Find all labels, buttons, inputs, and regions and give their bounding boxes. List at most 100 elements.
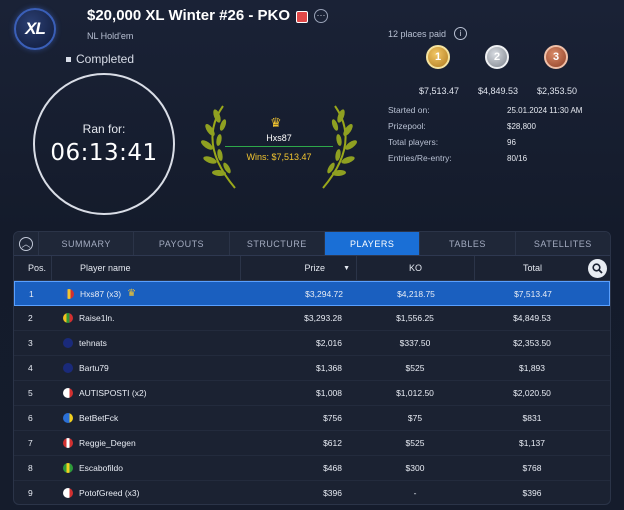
row-prize: $3,293.28 [304, 313, 342, 323]
tab-summary[interactable]: SUMMARY [38, 232, 133, 255]
row-ko: - [413, 488, 417, 498]
medal-amount-3: $2,353.50 [537, 86, 578, 96]
player-name: Raise1ln. [79, 313, 115, 323]
row-player[interactable]: BetBetFck [51, 413, 240, 423]
collapse-button[interactable]: ︿ [14, 232, 38, 255]
tab-satellites[interactable]: SATELLITES [514, 232, 610, 255]
row-pos: 1 [29, 288, 34, 299]
crown-icon: ♛ [127, 288, 137, 299]
country-flag-icon [63, 313, 73, 323]
row-pos: 2 [28, 313, 33, 323]
tab-payouts[interactable]: PAYOUTS [133, 232, 228, 255]
row-ko: $4,218.75 [397, 288, 435, 299]
table-row[interactable]: 5 AUTISPOSTI (x2) $1,008 $1,012.50 $2,020.50 [14, 381, 610, 406]
table-row[interactable]: 2 Raise1ln. $3,293.28 $1,556.25 $4,849.53 [14, 306, 610, 331]
row-prize: $612 [323, 438, 342, 448]
row-total: $2,353.50 [513, 338, 551, 348]
laurel-wreath-icon [201, 105, 357, 189]
row-ko: $1,556.25 [396, 313, 434, 323]
run-time-label: Ran for: [82, 122, 126, 136]
more-options-icon[interactable]: ··· [314, 8, 329, 23]
row-pos: 7 [28, 438, 33, 448]
tab-players[interactable]: PLAYERS [323, 232, 420, 255]
row-player[interactable]: Reggie_Degen [51, 438, 240, 448]
row-prize: $756 [323, 413, 342, 423]
player-name: BetBetFck [79, 413, 119, 423]
player-name: Escabofildo [79, 463, 123, 473]
table-row[interactable]: 6 BetBetFck $756 $75 $831 [14, 406, 610, 431]
row-player[interactable]: Raise1ln. [51, 313, 240, 323]
row-ko: $1,012.50 [396, 388, 434, 398]
row-ko: $337.50 [399, 338, 431, 348]
search-button[interactable] [588, 259, 607, 278]
row-total: $1,137 [519, 438, 545, 448]
header-prize[interactable]: Prize ▼ [240, 256, 356, 280]
country-flag-icon [63, 438, 73, 448]
row-player[interactable]: PotofGreed (x3) [51, 488, 240, 498]
winner-name: Hxs87 [266, 133, 292, 143]
xl-logo: XL [14, 8, 56, 50]
row-ko: $75 [407, 413, 423, 423]
row-player[interactable]: Hxs87 (x3) ♛ [52, 288, 241, 299]
silver-medal-icon: 2 [482, 45, 512, 69]
search-icon [592, 263, 603, 274]
table-row[interactable]: 4 Bartu79 $1,368 $525 $1,893 [14, 356, 610, 381]
row-total: $831 [522, 413, 542, 423]
player-name: Reggie_Degen [79, 438, 136, 448]
row-total: $2,020.50 [513, 388, 551, 398]
row-player[interactable]: Escabofildo [51, 463, 240, 473]
sort-down-icon: ▼ [343, 264, 350, 272]
row-prize: $3,294.72 [305, 288, 343, 299]
row-player[interactable]: tehnats [51, 338, 240, 348]
header-player-name[interactable]: Player name [51, 256, 240, 280]
row-pos: 3 [28, 338, 33, 348]
row-pos: 6 [28, 413, 33, 423]
table-row[interactable]: 9 PotofGreed (x3) $396 - $396 [14, 481, 610, 504]
table-header: Pos. Player name Prize ▼ KO Total [14, 256, 610, 281]
run-time-circle: Ran for: 06:13:41 [33, 73, 175, 215]
row-total: $1,893 [519, 363, 545, 373]
row-ko: $525 [405, 438, 425, 448]
lobby-panel: ︿ SUMMARY PAYOUTS STRUCTURE PLAYERS TABL… [13, 231, 611, 505]
run-time-value: 06:13:41 [50, 140, 158, 166]
player-name: tehnats [79, 338, 107, 348]
table-row[interactable]: 1 Hxs87 (x3) ♛ $3,294.72 $4,218.75 $7,513.47 [14, 281, 610, 306]
country-flag-icon [63, 413, 73, 423]
row-prize: $1,008 [316, 388, 342, 398]
table-row[interactable]: 7 Reggie_Degen $612 $525 $1,137 [14, 431, 610, 456]
status-text: Completed [76, 52, 135, 66]
info-row-prizepool: Prizepool: $28,800 [388, 121, 536, 131]
header-pos[interactable]: Pos. [28, 263, 47, 273]
country-flag-icon [63, 463, 73, 473]
header-ko[interactable]: KO [356, 256, 474, 280]
header-prize-label: Prize [304, 263, 326, 273]
row-prize: $2,016 [316, 338, 342, 348]
table-row[interactable]: 8 Escabofildo $468 $300 $768 [14, 456, 610, 481]
medal-coin-1: 1 [426, 45, 450, 69]
status-square-icon [66, 56, 71, 62]
country-flag-icon [63, 388, 73, 398]
row-player[interactable]: AUTISPOSTI (x2) [51, 388, 240, 398]
players-list: 1 Hxs87 (x3) ♛ $3,294.72 $4,218.75 $7,513.47 2… [14, 281, 610, 504]
row-pos: 9 [28, 488, 33, 498]
tab-tables[interactable]: TABLES [419, 232, 514, 255]
crown-icon: ♛ [270, 115, 282, 130]
header-total[interactable]: Total [474, 256, 590, 280]
table-row[interactable]: 3 tehnats $2,016 $337.50 $2,353.50 [14, 331, 610, 356]
winner-winnings: Wins: $7,513.47 [246, 152, 312, 162]
row-pos: 5 [28, 388, 33, 398]
row-total: $396 [522, 488, 542, 498]
bronze-medal-icon: 3 [541, 45, 571, 69]
tournament-title: $20,000 XL Winter #26 - PKO [87, 7, 291, 24]
pko-badge-icon [296, 10, 309, 23]
medal-coin-2: 2 [485, 45, 509, 69]
info-icon[interactable]: i [454, 27, 468, 40]
tab-structure[interactable]: STRUCTURE [228, 232, 324, 255]
winner-divider [225, 146, 333, 147]
logo-text: XL [25, 19, 46, 38]
country-flag-icon [63, 363, 73, 373]
player-name: Bartu79 [79, 363, 109, 373]
row-player[interactable]: Bartu79 [51, 363, 240, 373]
medal-amount-2: $4,849.53 [478, 86, 519, 96]
row-prize: $1,368 [316, 363, 342, 373]
